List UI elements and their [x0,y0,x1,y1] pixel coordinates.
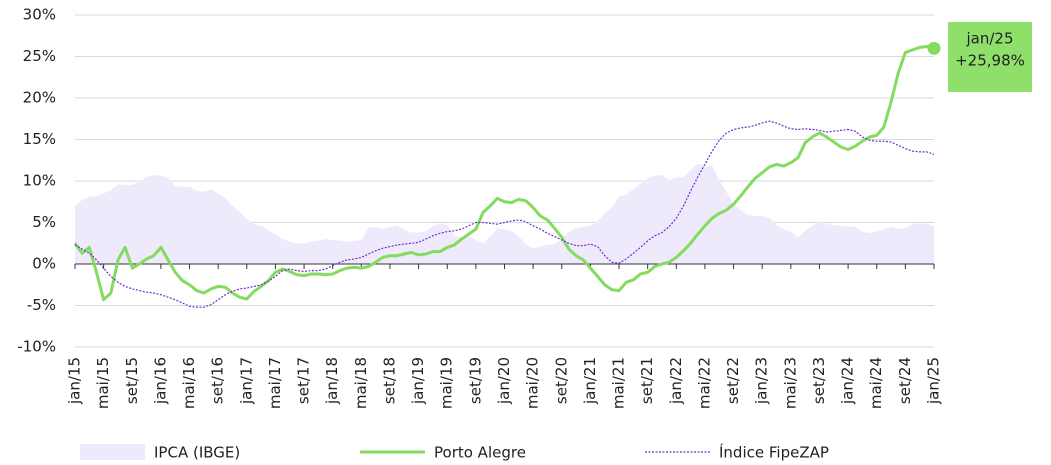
annotation-text: jan/25 [965,30,1013,48]
annotation-text: +25,98% [955,52,1025,70]
y-tick-label: 0% [32,255,56,273]
x-tick-label: jan/15 [66,357,84,405]
x-tick-label: jan/24 [839,357,857,405]
x-tick-label: mai/24 [867,357,885,409]
x-tick-label: set/19 [466,357,484,404]
x-tick-label: mai/16 [180,357,198,409]
x-tick-label: mai/21 [610,357,628,409]
line [73,45,935,302]
y-tick-label: 5% [32,213,56,231]
x-tick-label: set/24 [896,357,914,404]
x-tick-label: mai/18 [352,357,370,409]
x-tick-label: mai/22 [695,357,713,409]
x-tick-label: jan/17 [237,357,255,405]
x-tick-label: set/18 [380,357,398,404]
y-tick-label: 10% [23,172,56,190]
x-tick-label: mai/17 [266,357,284,409]
x-tick-label: set/17 [295,357,313,404]
x-tick-label: set/15 [123,357,141,404]
x-tick-label: mai/15 [94,357,112,409]
y-tick-label: 30% [23,6,56,24]
x-tick-label: mai/19 [438,357,456,409]
x-tick-label: jan/25 [925,357,943,405]
legend-label: Índice FipeZAP [719,443,829,462]
x-tick-label: set/23 [810,357,828,404]
x-tick-label: jan/21 [581,357,599,405]
y-tick-label: 15% [23,130,56,148]
x-tick-label: mai/23 [781,357,799,409]
y-tick-label: 20% [23,89,56,107]
annotation-box [948,22,1032,92]
y-tick-label: -5% [27,296,56,314]
x-tick-label: jan/23 [753,357,771,405]
x-tick-label: set/22 [724,357,742,404]
x-tick-label: jan/20 [495,357,513,405]
y-tick-label: -10% [17,338,56,356]
line [74,120,935,308]
x-tick-label: mai/20 [524,357,542,409]
end-marker [927,41,941,55]
x-tick-label: set/20 [552,357,570,404]
area [75,163,934,264]
x-tick-label: jan/22 [667,357,685,405]
legend-label: Porto Alegre [434,444,526,462]
legend-swatch [80,444,145,460]
y-tick-label: 25% [23,47,56,65]
x-tick-label: jan/16 [151,357,169,405]
x-tick-label: set/16 [209,357,227,404]
x-tick-label: set/21 [638,357,656,404]
x-tick-label: jan/19 [409,357,427,405]
legend-label: IPCA (IBGE) [154,444,240,462]
x-tick-label: jan/18 [323,357,341,405]
